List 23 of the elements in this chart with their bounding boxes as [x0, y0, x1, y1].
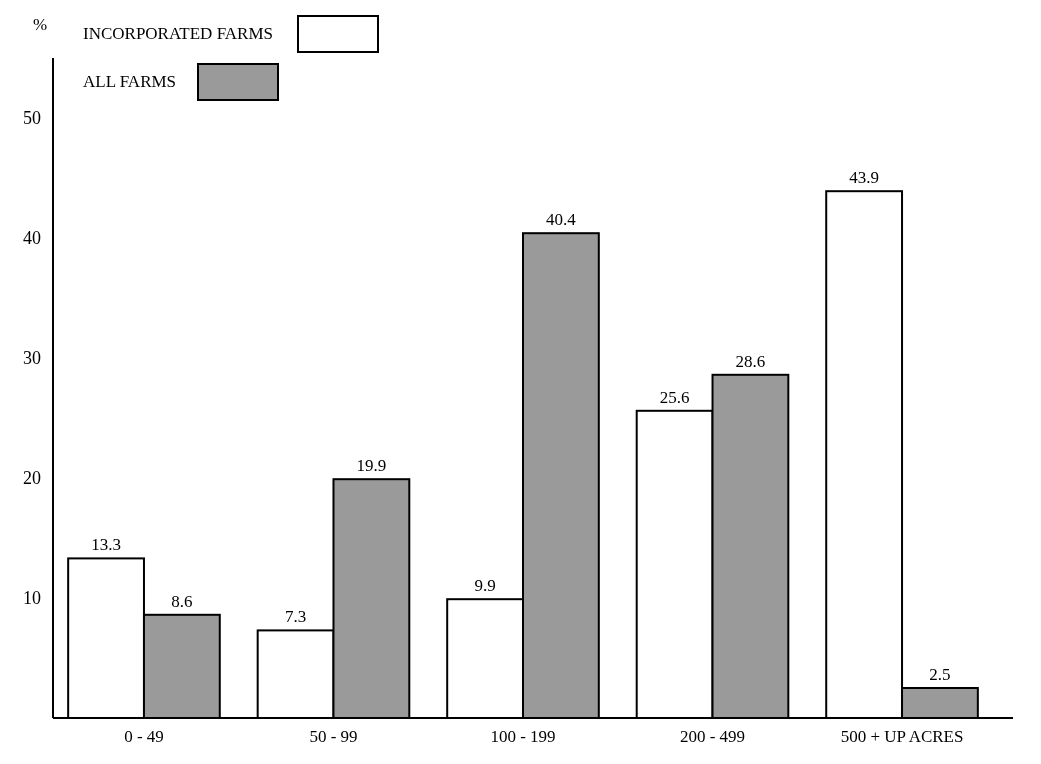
- data-label: 19.9: [356, 456, 387, 476]
- y-tick-label: 40: [23, 228, 41, 249]
- x-tick-label: 200 - 499: [679, 727, 746, 746]
- data-label: 2.5: [929, 665, 951, 684]
- x-tick-label: 0 - 49: [124, 727, 164, 746]
- data-label: 28.6: [735, 351, 766, 371]
- legend-label: INCORPORATED FARMS: [83, 23, 274, 43]
- x-tick-label: 100 - 199: [490, 727, 556, 746]
- data-label: 43.9: [849, 168, 879, 188]
- x-tick-label: 50 - 99: [309, 727, 358, 746]
- data-label: 7.3: [284, 607, 307, 627]
- data-label: 13.3: [91, 535, 121, 555]
- data-label: 8.6: [171, 591, 193, 611]
- x-tick-label: 500 + UP ACRES: [840, 727, 964, 746]
- y-tick-label: 20: [23, 468, 41, 489]
- y-tick-label: 10: [23, 588, 41, 609]
- data-label: 40.4: [546, 210, 577, 230]
- y-tick-label: 30: [23, 348, 41, 369]
- y-axis-title: %: [33, 15, 48, 34]
- y-tick-label: 50: [23, 108, 41, 129]
- legend-label: ALL FARMS: [83, 71, 177, 91]
- data-label: 25.6: [659, 387, 690, 407]
- data-label: 9.9: [474, 576, 496, 596]
